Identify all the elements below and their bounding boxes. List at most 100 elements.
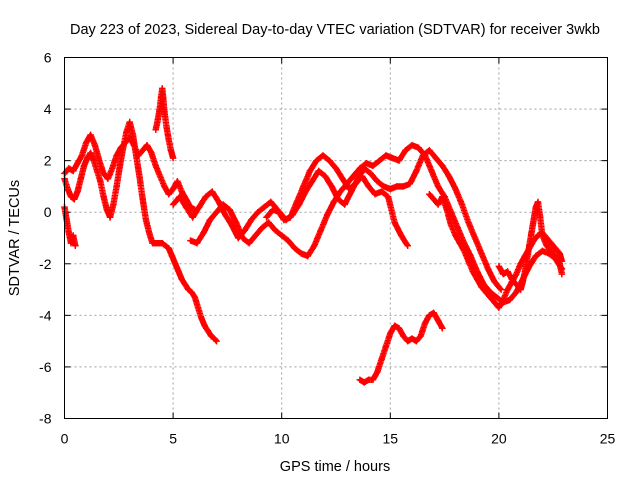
data-point — [536, 214, 544, 221]
data-point — [473, 276, 481, 283]
axis-ticks — [64, 57, 608, 419]
data-point — [552, 252, 559, 260]
data-point — [159, 239, 166, 247]
x-axis-label: GPS time / hours — [280, 459, 390, 475]
data-point — [67, 239, 75, 247]
data-point — [547, 247, 555, 255]
data-point — [334, 196, 342, 203]
data-point — [337, 188, 344, 195]
data-point — [64, 185, 71, 193]
data-point — [178, 276, 185, 283]
data-point — [83, 139, 90, 146]
marker-path-arc9 — [356, 309, 446, 386]
data-point — [491, 299, 498, 306]
data-point — [439, 162, 446, 169]
data-point — [421, 319, 429, 327]
data-point — [389, 154, 396, 162]
data-point — [188, 288, 195, 296]
data-point — [508, 276, 516, 283]
data-point — [104, 175, 112, 182]
data-point — [426, 190, 433, 198]
data-point — [308, 178, 316, 185]
data-point — [478, 250, 485, 257]
data-point — [306, 167, 314, 175]
y-tick-labels: -8 -6 -4 -2 0 2 4 6 — [39, 50, 52, 427]
data-point — [539, 232, 546, 239]
data-point — [103, 206, 111, 213]
data-point — [543, 242, 550, 249]
data-point — [174, 178, 181, 185]
data-point — [245, 239, 253, 247]
data-point — [160, 95, 167, 102]
data-point — [248, 216, 255, 224]
data-point — [269, 206, 277, 213]
data-point — [96, 157, 103, 164]
data-point — [161, 108, 168, 115]
data-point — [142, 216, 150, 224]
data-point — [222, 211, 229, 218]
data-point — [176, 193, 183, 200]
data-point — [413, 167, 420, 175]
data-point — [159, 85, 166, 92]
data-point — [191, 294, 199, 301]
data-point — [100, 193, 107, 200]
data-point — [313, 157, 320, 164]
data-point — [374, 178, 381, 185]
y-tick-label: 6 — [44, 50, 52, 66]
data-point — [300, 183, 307, 190]
data-point — [417, 332, 424, 340]
data-point — [175, 268, 182, 275]
data-point — [317, 227, 324, 234]
data-point — [521, 268, 529, 275]
data-point — [328, 183, 335, 190]
data-point — [321, 172, 329, 180]
data-point — [519, 278, 526, 286]
data-point — [371, 190, 379, 198]
marker-path-arc5 — [187, 142, 566, 306]
data-point — [452, 232, 459, 239]
data-point — [65, 229, 73, 237]
x-tick-label: 0 — [61, 431, 69, 447]
data-point — [100, 170, 107, 177]
data-point — [387, 185, 394, 193]
data-point — [341, 201, 348, 208]
data-point — [165, 136, 172, 144]
data-point — [363, 160, 370, 167]
data-point — [202, 193, 209, 200]
data-point — [497, 286, 505, 293]
data-point — [382, 152, 390, 159]
data-point — [91, 141, 99, 149]
data-point — [187, 237, 194, 244]
series-arc5 — [187, 141, 566, 306]
data-point — [126, 118, 133, 126]
data-point — [434, 317, 442, 324]
data-point — [517, 260, 524, 267]
data-point — [319, 152, 327, 159]
data-point — [465, 258, 472, 265]
data-point — [478, 283, 485, 291]
data-point — [539, 247, 546, 255]
data-point — [282, 216, 290, 224]
data-point — [432, 154, 440, 162]
data-point — [395, 325, 403, 332]
data-point — [332, 165, 340, 172]
data-point — [143, 141, 151, 149]
data-point — [393, 183, 401, 190]
data-point — [324, 211, 331, 218]
data-point — [445, 172, 453, 180]
data-point — [204, 327, 212, 335]
data-point — [185, 286, 192, 293]
data-point — [387, 330, 394, 337]
data-point — [404, 242, 411, 249]
data-point — [339, 175, 346, 182]
data-point — [408, 335, 416, 342]
x-tick-label: 5 — [169, 431, 177, 447]
data-point — [215, 198, 222, 206]
data-point — [74, 160, 81, 167]
data-point — [252, 232, 259, 239]
data-point — [254, 209, 262, 216]
data-point — [129, 131, 137, 139]
data-point — [382, 343, 390, 350]
data-point — [113, 183, 120, 190]
data-point — [119, 144, 127, 151]
